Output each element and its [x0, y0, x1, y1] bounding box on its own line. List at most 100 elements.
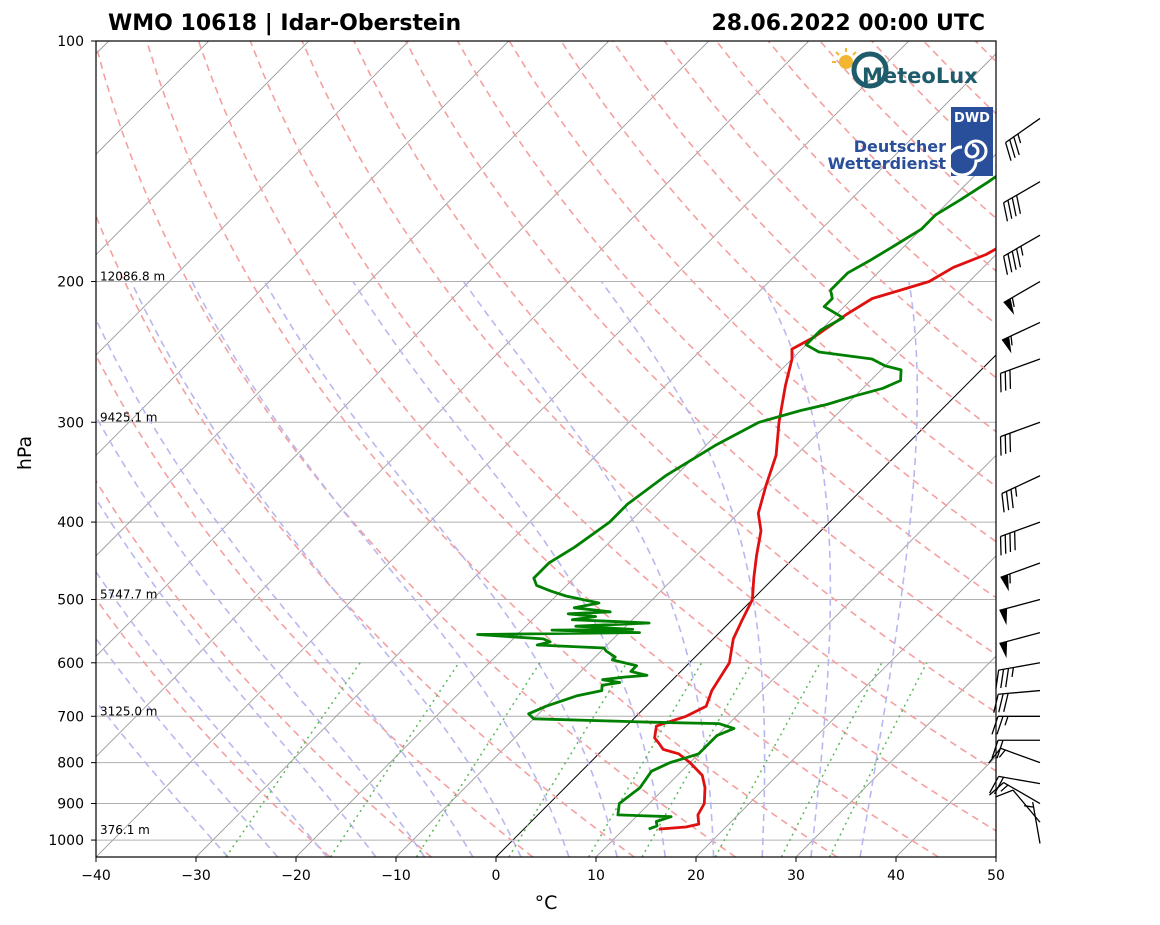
- isotherm-line: [96, 41, 810, 758]
- mixing-ratio-line: [828, 662, 928, 857]
- moist-adiabat-line: [96, 637, 279, 857]
- wind-barb: [989, 775, 1041, 795]
- meteolux-logo: MeteoLux: [832, 48, 978, 89]
- y-tick-label: 500: [57, 593, 84, 609]
- isotherm-line: [195, 53, 996, 857]
- x-tick-label: 50: [987, 868, 1005, 884]
- height-label: 376.1 m: [100, 823, 150, 837]
- x-tick-label: −40: [81, 868, 111, 884]
- dry-adiabat-line: [353, 41, 996, 714]
- dry-adiabat-line: [96, 42, 737, 857]
- wind-barb: [991, 739, 1040, 759]
- isotherm-line: [96, 41, 910, 857]
- dry-adiabat-line: [301, 41, 996, 772]
- moist-adiabat-line: [96, 570, 328, 857]
- wind-barb: [995, 662, 1041, 689]
- mixing-ratio-line: [714, 662, 821, 857]
- x-tick-label: 0: [492, 868, 501, 884]
- wind-barb: [999, 598, 1041, 626]
- wind-barb: [999, 521, 1041, 556]
- isotherm-line: [695, 555, 996, 857]
- height-label: 5747.7 m: [100, 588, 158, 602]
- meteolux-logo-text: MeteoLux: [862, 64, 978, 88]
- y-tick-label: 700: [57, 709, 84, 725]
- wind-barb: [988, 781, 1041, 805]
- wind-barb: [1002, 181, 1041, 222]
- y-tick-label: 600: [57, 656, 84, 672]
- mixing-ratio-line: [329, 662, 460, 857]
- isotherm-line: [995, 856, 996, 857]
- dwd-logo: DWD Deutscher Wetterdienst: [828, 107, 993, 177]
- isotherm-line: [295, 153, 996, 857]
- axis-ticks: −40 −30 −20 −10 0 10 20 30 40 50 100 200 300 400 500 60…: [48, 34, 1005, 884]
- wind-barbs: [988, 117, 1041, 844]
- dry-adiabat-line: [1131, 41, 1160, 857]
- height-label: 12086.8 m: [100, 270, 165, 284]
- moist-adiabat-line: [462, 281, 715, 857]
- x-tick-label: 20: [687, 868, 705, 884]
- mixing-ratio-line: [225, 662, 361, 857]
- wind-barb: [995, 789, 1041, 823]
- wind-barb: [1000, 562, 1041, 592]
- moist-adiabat-line: [96, 700, 229, 857]
- dwd-text-line1: Deutscher: [854, 137, 946, 156]
- dry-adiabat-line: [96, 597, 331, 857]
- x-tick-label: −10: [381, 868, 411, 884]
- x-tick-label: 10: [587, 868, 605, 884]
- wind-barb: [1003, 280, 1041, 315]
- y-tick-label: 200: [57, 275, 84, 291]
- wind-barb: [988, 747, 1041, 764]
- dry-adiabat-line: [1079, 41, 1160, 857]
- isotherm-line: [595, 454, 996, 857]
- moist-adiabat-line: [96, 317, 474, 857]
- y-tick-label: 900: [57, 797, 84, 813]
- wind-barb: [1024, 802, 1041, 844]
- dry-adiabat-line: [96, 479, 432, 857]
- moist-adiabat-line: [96, 414, 426, 857]
- dry-adiabat-line: [145, 41, 838, 857]
- wind-barb: [1001, 321, 1041, 354]
- wind-barb: [993, 689, 1041, 713]
- y-axis-label: hPa: [14, 436, 36, 470]
- dry-adiabat-line: [197, 41, 939, 857]
- chart-title-right: 28.06.2022 00:00 UTC: [711, 11, 985, 36]
- moist-adiabat-line: [600, 281, 766, 857]
- y-tick-label: 300: [57, 415, 84, 431]
- moist-adiabat-line: [759, 281, 832, 857]
- plot-area: [96, 41, 1160, 857]
- dry-adiabat-line: [96, 213, 635, 857]
- dry-adiabat-line: [456, 41, 996, 599]
- x-axis-label: °C: [535, 892, 558, 914]
- isotherm-line: [96, 41, 510, 457]
- wind-barb: [1002, 234, 1041, 275]
- mixing-ratio-line: [508, 662, 628, 857]
- height-label: 9425.1 m: [100, 410, 158, 424]
- dry-adiabat-line: [404, 41, 996, 656]
- dry-adiabat-line: [974, 41, 996, 63]
- mixing-ratio-line: [780, 662, 883, 857]
- isotherm-line: [795, 655, 996, 857]
- plot-frame: [95, 40, 997, 858]
- dwd-box-text: DWD: [954, 111, 990, 126]
- isotherm-line: [96, 41, 610, 557]
- moist-adiabat-line: [859, 281, 919, 857]
- dewpoint-profile: [476, 174, 996, 831]
- mixing-ratio-line: [588, 662, 703, 857]
- y-tick-label: 800: [57, 756, 84, 772]
- wind-barb: [1001, 475, 1041, 513]
- dry-adiabat-line: [560, 41, 996, 488]
- isotherm-line: [96, 41, 410, 356]
- y-tick-label: 1000: [48, 833, 84, 849]
- dry-adiabat-line: [612, 41, 996, 433]
- mixing-ratio-line: [641, 662, 753, 857]
- moist-adiabat-line: [130, 281, 522, 857]
- x-tick-label: −30: [181, 868, 211, 884]
- height-labels: 12086.8 m 9425.1 m 5747.7 m 3125.0 m 376.1 m: [100, 270, 165, 837]
- isotherm-line: [96, 41, 310, 256]
- isotherm-line: [96, 41, 710, 657]
- y-tick-label: 100: [57, 34, 84, 50]
- height-label: 3125.0 m: [100, 704, 158, 718]
- wind-barb: [1004, 117, 1041, 161]
- wind-barb: [999, 358, 1041, 393]
